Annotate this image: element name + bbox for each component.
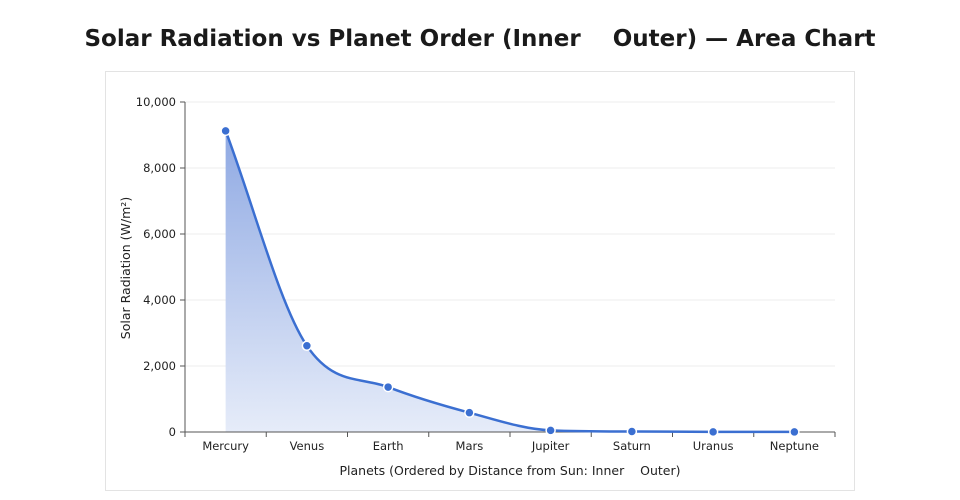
data-points — [220, 125, 800, 438]
axes: 0 2,000 4,000 6,000 8,000 10,000 Mercury Venus E… — [136, 95, 836, 453]
data-point-saturn[interactable] — [626, 426, 638, 437]
series-line-layer — [224, 130, 795, 434]
y-tick-label: 2,000 — [143, 359, 176, 373]
x-tick-label: Saturn — [613, 439, 651, 453]
data-point-mercury[interactable] — [220, 125, 231, 137]
x-tick-label: Mercury — [202, 439, 249, 453]
x-tick-label: Venus — [290, 439, 325, 453]
series-line — [224, 130, 795, 434]
data-point-mars[interactable] — [464, 407, 475, 418]
y-tick-label: 0 — [169, 425, 176, 439]
x-tick-label: Earth — [373, 439, 404, 453]
data-point-uranus[interactable] — [707, 426, 719, 438]
area-layer — [225, 130, 795, 433]
x-tick-label: Mars — [456, 439, 484, 453]
data-point-jupiter[interactable] — [545, 425, 556, 436]
y-tick-label: 8,000 — [143, 161, 176, 175]
y-tick-label: 6,000 — [143, 227, 176, 241]
x-tick-label: Jupiter — [531, 439, 570, 453]
data-point-neptune[interactable] — [789, 426, 800, 438]
x-tick-label: Neptune — [770, 439, 819, 453]
chart-title: Solar Radiation vs Planet Order (Inner O… — [84, 26, 876, 52]
data-point-earth[interactable] — [382, 381, 394, 393]
x-axis-label: Planets (Ordered by Distance from Sun: I… — [340, 463, 681, 478]
x-tick-label: Uranus — [693, 439, 734, 453]
y-tick-label: 10,000 — [136, 95, 176, 109]
data-point-venus[interactable] — [301, 340, 313, 352]
y-axis-label: Solar Radiation (W/m²) — [118, 197, 133, 339]
y-tick-label: 4,000 — [143, 293, 176, 307]
area-fill — [225, 130, 795, 433]
